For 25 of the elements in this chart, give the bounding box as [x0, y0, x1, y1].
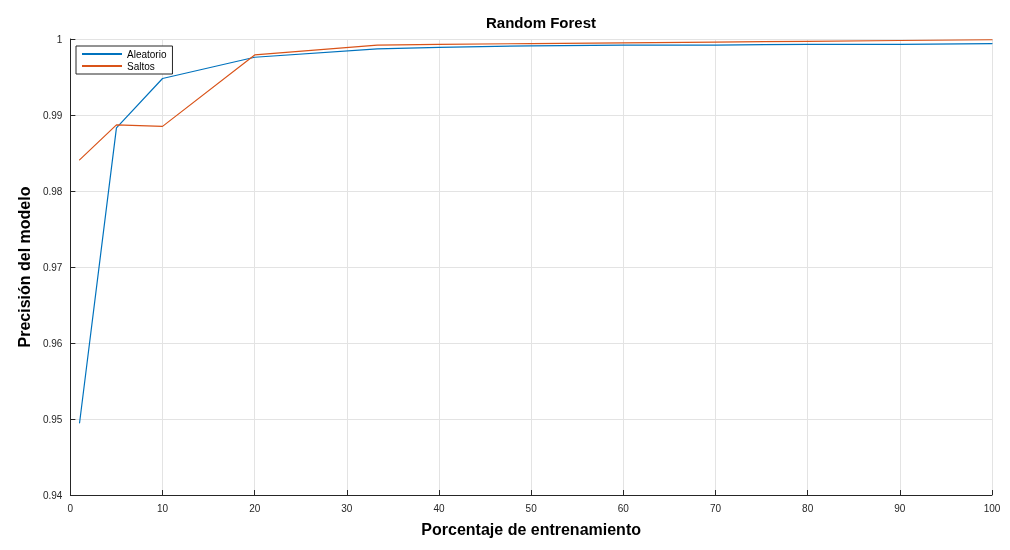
- x-tick-label: 80: [802, 502, 814, 514]
- x-tick-label: 20: [249, 502, 261, 514]
- x-tick-label: 100: [983, 502, 1001, 514]
- y-tick-label: 0.95: [42, 413, 63, 425]
- x-tick-label: 50: [525, 502, 538, 514]
- x-tick-label: 30: [341, 502, 353, 514]
- y-tick-label: 0.97: [42, 261, 63, 273]
- x-tick-label: 0: [67, 502, 74, 514]
- y-tick-label: 0.99: [42, 109, 63, 121]
- y-axis-title: Precisión del modelo: [15, 186, 33, 348]
- line-series: [78, 42, 993, 424]
- x-axis-title: Porcentaje de entrenamiento: [421, 520, 642, 538]
- x-tick-label: 90: [894, 502, 906, 514]
- y-tick-label: 1: [56, 33, 63, 45]
- line-series: [78, 39, 993, 161]
- legend-label: Aleatorio: [127, 48, 167, 60]
- legend-label: Saltos: [127, 60, 155, 72]
- x-tick-label: 70: [709, 502, 722, 514]
- x-tick-label: 60: [617, 502, 630, 514]
- x-tick-label: 10: [156, 502, 169, 514]
- y-tick-label: 0.94: [42, 489, 63, 501]
- y-tick-label: 0.98: [42, 185, 63, 197]
- x-tick-label: 40: [433, 502, 446, 514]
- y-tick-label: 0.96: [42, 337, 63, 349]
- chart-title: Random Forest: [485, 14, 597, 31]
